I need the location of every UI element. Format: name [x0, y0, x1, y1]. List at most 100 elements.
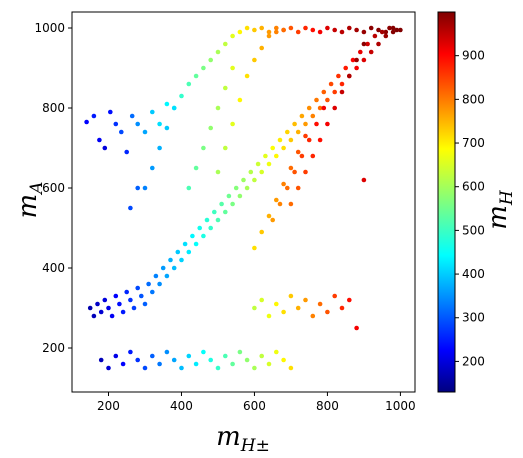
scatter-point	[157, 145, 162, 151]
scatter-point	[270, 217, 276, 223]
scatter-point	[215, 217, 221, 223]
scatter-point	[306, 105, 312, 111]
scatter-point	[274, 197, 279, 203]
scatter-point	[259, 229, 265, 235]
scatter-point	[288, 165, 294, 171]
scatter-point	[102, 297, 108, 303]
scatter-point	[252, 365, 257, 371]
x-axis: 200 400 600 800 1000	[97, 392, 416, 413]
scatter-point	[241, 177, 246, 183]
scatter-point	[171, 357, 177, 363]
scatter-point	[160, 265, 166, 271]
colorbar-ticks: 200 300 400 500 600 700 800 900	[455, 49, 485, 368]
scatter-point	[295, 185, 301, 191]
scatter-point	[358, 49, 363, 55]
scatter-point	[215, 105, 221, 111]
y-tick-label: 600	[42, 181, 65, 195]
scatter-point	[157, 281, 162, 287]
scatter-point	[339, 29, 345, 35]
scatter-point	[230, 33, 235, 39]
scatter-point	[142, 185, 148, 191]
scatter-point	[98, 357, 104, 363]
scatter-point	[347, 25, 352, 31]
scatter-point	[292, 169, 297, 175]
scatter-point	[237, 97, 243, 103]
scatter-point	[120, 361, 126, 367]
scatter-point	[361, 29, 367, 35]
scatter-point	[281, 357, 286, 363]
scatter-point	[230, 361, 235, 367]
scatter-point	[354, 27, 359, 33]
y-axis: 200 400 600 800 1000	[34, 21, 72, 355]
scatter-point	[91, 313, 97, 319]
colorbar-tick-label: 800	[462, 92, 485, 106]
scatter-point	[171, 105, 177, 111]
y-tick-label: 1000	[34, 21, 65, 35]
scatter-point	[339, 89, 345, 95]
scatter-point	[274, 301, 279, 307]
scatter-point	[321, 89, 327, 95]
scatter-point	[244, 73, 250, 79]
scatter-point	[129, 113, 135, 119]
scatter-point	[237, 193, 243, 199]
scatter-point	[347, 297, 352, 303]
scatter-point	[354, 65, 359, 71]
scatter-point	[325, 121, 330, 127]
scatter-point	[128, 349, 133, 355]
scatter-point	[295, 29, 301, 35]
scatter-point	[285, 185, 290, 191]
scatter-point	[372, 33, 378, 39]
scatter-point	[368, 25, 374, 31]
scatter-point	[310, 313, 316, 319]
scatter-point	[339, 305, 345, 311]
scatter-point	[208, 357, 213, 363]
scatter-point	[164, 349, 170, 355]
scatter-point	[277, 201, 283, 207]
scatter-point	[219, 201, 224, 207]
scatter-point	[113, 353, 119, 359]
scatter-point	[102, 145, 108, 151]
scatter-point	[106, 365, 111, 371]
scatter-point	[299, 113, 305, 119]
colorbar-tick-label: 500	[462, 223, 485, 237]
colorbar-tick-label: 400	[462, 267, 485, 281]
scatter-point	[190, 233, 195, 239]
scatter-point	[179, 93, 184, 99]
scatter-point	[259, 25, 265, 31]
scatter-point	[339, 81, 345, 87]
scatter-point	[193, 165, 199, 171]
scatter-point	[310, 27, 316, 33]
scatter-point	[95, 301, 100, 307]
scatter-point	[175, 249, 181, 255]
scatter-point	[274, 153, 279, 159]
scatter-point	[317, 301, 323, 307]
scatter-points	[84, 25, 403, 371]
scatter-point	[274, 29, 279, 35]
scatter-point	[288, 293, 294, 299]
scatter-point	[157, 361, 162, 367]
scatter-point	[281, 309, 286, 315]
scatter-point	[376, 41, 381, 47]
scatter-point	[295, 149, 301, 155]
scatter-point	[168, 257, 173, 263]
scatter-point	[244, 357, 250, 363]
scatter-point	[263, 153, 268, 159]
scatter-point	[274, 349, 279, 355]
scatter-point	[142, 129, 148, 135]
scatter-point	[376, 27, 381, 33]
scatter-point	[394, 27, 400, 33]
scatter-point	[332, 293, 338, 299]
scatter-point	[259, 169, 265, 175]
scatter-point	[179, 257, 184, 263]
scatter-point	[230, 65, 235, 71]
scatter-point	[193, 241, 199, 247]
scatter-point	[204, 217, 210, 223]
scatter-point	[186, 81, 192, 87]
scatter-point	[303, 297, 308, 303]
scatter-point	[252, 245, 257, 251]
scatter-point	[292, 121, 297, 127]
scatter-point	[237, 349, 243, 355]
scatter-point	[135, 121, 140, 127]
scatter-point	[310, 113, 316, 119]
